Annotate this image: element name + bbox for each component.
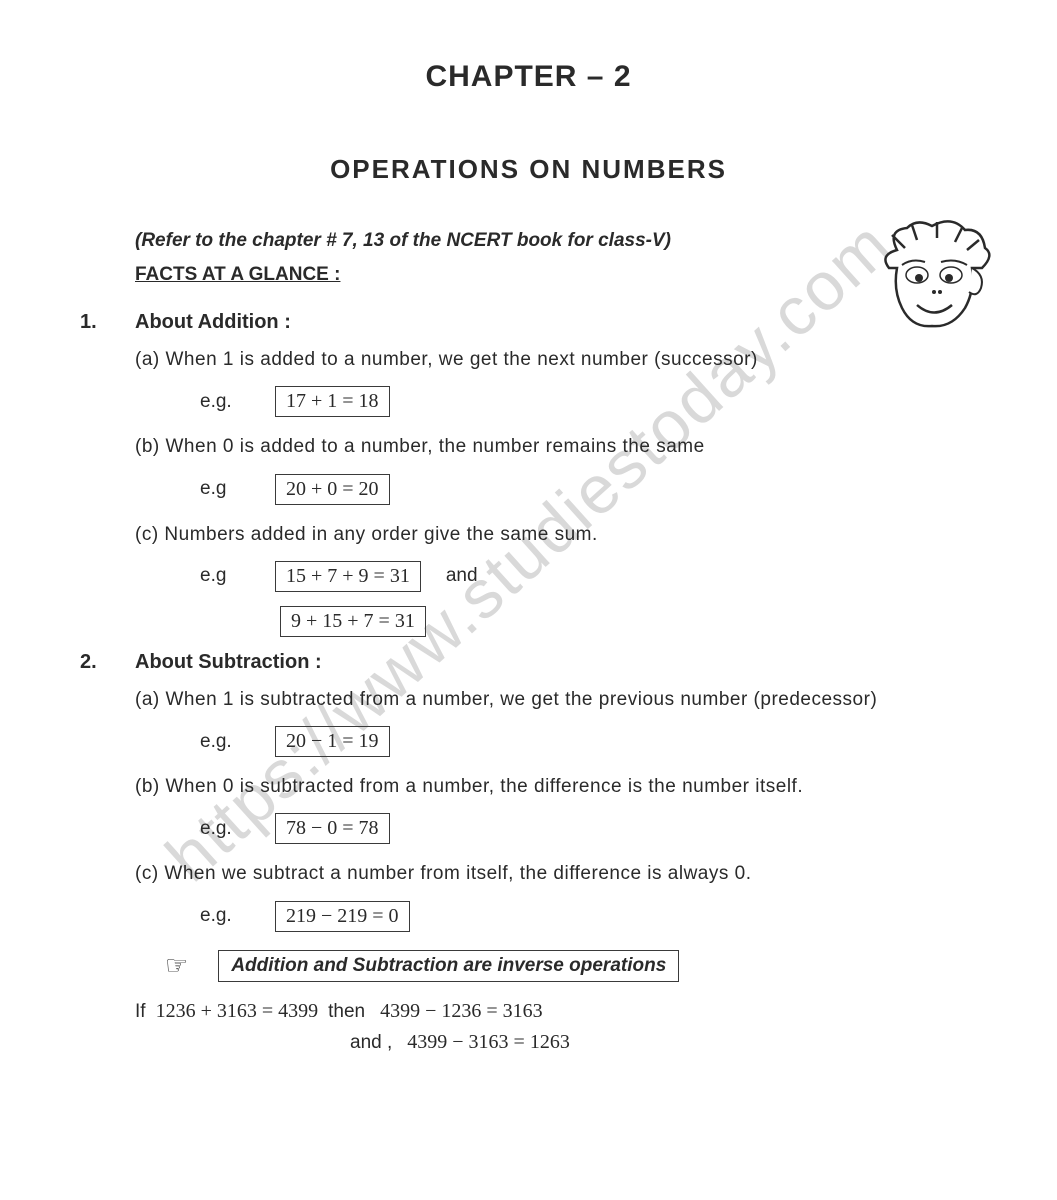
footer-math-line2: and , 4399 − 3163 = 1263 [350, 1031, 977, 1054]
item-1c: (c) Numbers added in any order give the … [135, 519, 977, 551]
section-number: 1. [80, 311, 135, 334]
example-1b: e.g 20 + 0 = 20 [200, 474, 977, 505]
example-2b: e.g. 78 − 0 = 78 [200, 813, 977, 844]
item-1b: (b) When 0 is added to a number, the num… [135, 431, 977, 463]
then-text: then [328, 1001, 365, 1022]
math-box: 9 + 15 + 7 = 31 [280, 606, 426, 637]
eg-label: e.g. [200, 731, 250, 753]
math-box: 20 − 1 = 19 [275, 726, 390, 757]
section-number: 2. [80, 651, 135, 674]
eq3: 4399 − 3163 = 1263 [407, 1031, 570, 1053]
item-1a: (a) When 1 is added to a number, we get … [135, 344, 977, 376]
eg-label: e.g [200, 565, 250, 587]
chapter-label: CHAPTER – 2 [80, 60, 977, 94]
and-text: and , [350, 1032, 392, 1053]
reference-note: (Refer to the chapter # 7, 13 of the NCE… [135, 230, 977, 252]
example-2c: e.g. 219 − 219 = 0 [200, 901, 977, 932]
math-box: 20 + 0 = 20 [275, 474, 390, 505]
math-box: 78 − 0 = 78 [275, 813, 390, 844]
item-2c: (c) When we subtract a number from itsel… [135, 858, 977, 890]
eg-label: e.g [200, 478, 250, 500]
example-1c-line2: 9 + 15 + 7 = 31 [280, 606, 977, 637]
section-1-header: 1. About Addition : [80, 311, 977, 334]
footer-math-line1: If 1236 + 3163 = 4399 then 4399 − 1236 =… [135, 1000, 977, 1023]
note-box: Addition and Subtraction are inverse ope… [218, 950, 679, 982]
eq1: 1236 + 3163 = 4399 [156, 1000, 319, 1022]
eg-label: e.g. [200, 391, 250, 413]
example-1c-line1: e.g 15 + 7 + 9 = 31 and [200, 561, 977, 592]
eg-label: e.g. [200, 818, 250, 840]
item-2a: (a) When 1 is subtracted from a number, … [135, 684, 977, 716]
facts-heading: FACTS AT A GLANCE : [135, 264, 977, 286]
eq2: 4399 − 1236 = 3163 [380, 1000, 543, 1022]
inverse-note: ☞ Addition and Subtraction are inverse o… [165, 950, 977, 982]
example-1a: e.g. 17 + 1 = 18 [200, 386, 977, 417]
and-text: and [446, 565, 478, 587]
section-2-header: 2. About Subtraction : [80, 651, 977, 674]
if-text: If [135, 1001, 146, 1022]
math-box: 15 + 7 + 9 = 31 [275, 561, 421, 592]
cartoon-face-icon [877, 220, 997, 340]
math-box: 17 + 1 = 18 [275, 386, 390, 417]
section-title: About Addition : [135, 311, 291, 334]
pointing-hand-icon: ☞ [165, 950, 188, 981]
eg-label: e.g. [200, 905, 250, 927]
item-2b: (b) When 0 is subtracted from a number, … [135, 771, 977, 803]
math-box: 219 − 219 = 0 [275, 901, 410, 932]
example-2a: e.g. 20 − 1 = 19 [200, 726, 977, 757]
page-title: OPERATIONS ON NUMBERS [80, 154, 977, 185]
section-title: About Subtraction : [135, 651, 322, 674]
